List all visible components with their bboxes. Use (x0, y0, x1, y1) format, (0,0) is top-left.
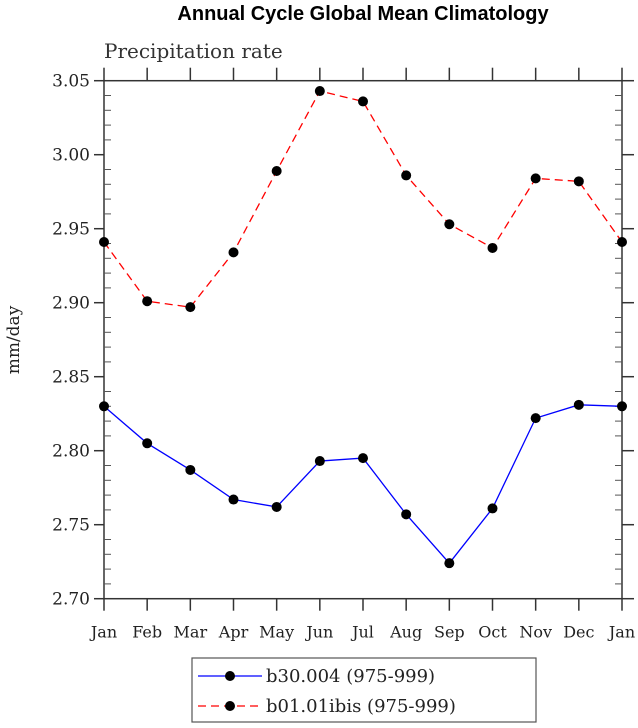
data-point (530, 173, 541, 184)
y-tick-label: 2.75 (52, 516, 90, 536)
data-point (271, 165, 282, 176)
data-point (358, 96, 368, 107)
plot-frame (103, 79, 623, 600)
data-point (617, 237, 627, 248)
data-point (401, 509, 412, 520)
data-point (314, 86, 325, 97)
x-tick-label: Jan (89, 623, 117, 642)
data-point (444, 558, 455, 569)
x-tick-label: Jan (607, 623, 635, 642)
y-tick-label: 2.90 (52, 294, 90, 314)
data-point (358, 453, 368, 464)
data-point (228, 494, 239, 505)
data-point (487, 503, 498, 514)
data-point (271, 501, 282, 512)
y-tick-label: 2.85 (52, 368, 90, 388)
legend-marker (225, 701, 235, 711)
legend-marker (225, 671, 235, 681)
x-tick-label: Dec (563, 623, 594, 642)
data-point (185, 464, 196, 475)
x-tick-label: Sep (434, 623, 465, 642)
legend-label: b30.004 (975-999) (266, 666, 435, 687)
x-tick-label: Jun (304, 623, 333, 642)
x-tick-label: Apr (218, 623, 249, 642)
series-line-1 (103, 90, 623, 308)
data-point (530, 413, 541, 424)
data-point (142, 438, 153, 449)
y-tick-label: 3.05 (52, 72, 90, 92)
x-tick-label: Feb (132, 623, 162, 642)
y-tick-label: 2.80 (52, 442, 90, 462)
data-point (185, 302, 196, 313)
x-tick-label: Jul (350, 623, 374, 642)
y-tick-label: 2.70 (52, 590, 90, 610)
y-tick-label: 3.00 (52, 146, 90, 166)
data-point (142, 296, 153, 307)
legend: b30.004 (975-999) b01.01ibis (975-999) (191, 657, 537, 723)
x-tick-label: Nov (519, 623, 552, 642)
data-point (617, 401, 627, 412)
y-tick-label: 2.95 (52, 220, 90, 240)
legend-box (191, 657, 537, 723)
data-point (444, 219, 455, 230)
chart-subtitle: Precipitation rate (104, 39, 283, 63)
x-tick-label: May (259, 623, 294, 642)
x-tick-label: Oct (478, 623, 507, 642)
chart-title: Annual Cycle Global Mean Climatology (177, 3, 549, 25)
data-point (99, 401, 109, 412)
data-point (99, 237, 109, 248)
data-point (228, 247, 239, 258)
x-tick-label: Mar (174, 623, 208, 642)
series-line-0 (103, 404, 623, 565)
y-axis-label: mm/day (4, 305, 24, 374)
legend-label: b01.01ibis (975-999) (266, 696, 456, 717)
data-point (487, 242, 498, 253)
data-point (573, 176, 584, 187)
data-point (401, 170, 412, 181)
data-point (314, 456, 325, 467)
data-point (573, 399, 584, 410)
x-tick-label: Aug (389, 623, 422, 642)
